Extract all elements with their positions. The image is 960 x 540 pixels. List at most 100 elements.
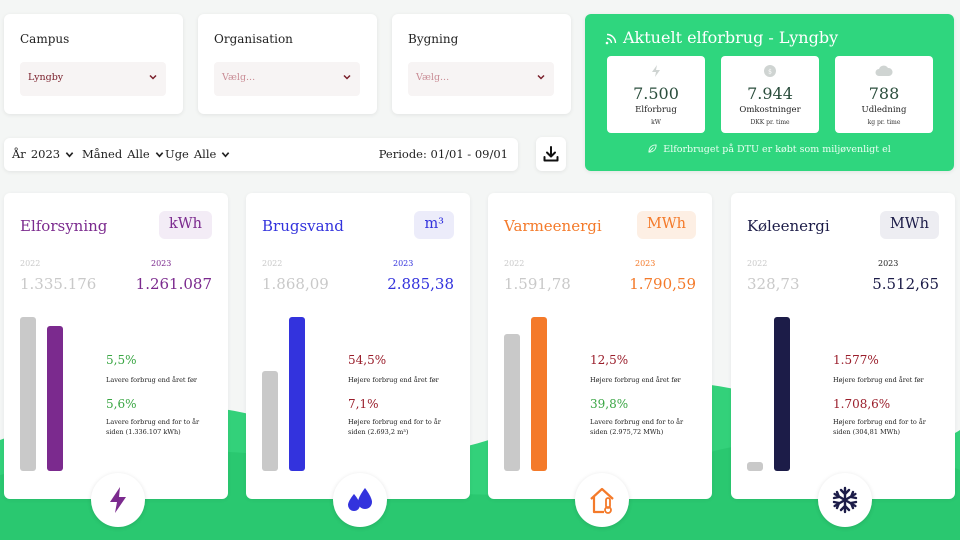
lightning-icon [652, 65, 660, 77]
live-card-omkostninger: $ 7.944 Omkostninger DKK pr. time [721, 56, 819, 133]
change-vs-two-years-text: Højere forbrug end for to år siden (2.69… [348, 418, 441, 436]
bar-current-year [289, 317, 305, 471]
card-title: Brugsvand [262, 217, 344, 235]
card-title: Køleenergi [747, 217, 830, 235]
live-label: Udledning [861, 105, 907, 115]
year-previous: 2022 [20, 259, 41, 268]
filter-bygning: Bygning Vælg... [392, 14, 571, 114]
change-vs-last-year: 54,5% [348, 353, 387, 367]
download-button[interactable] [536, 137, 566, 171]
change-vs-last-year: 12,5% [590, 353, 629, 367]
change-vs-last-year: 1.577% [833, 353, 879, 367]
energy-card-elforsyning: Elforsyning kWh 2022 2023 1.335.176 1.26… [4, 193, 228, 527]
bar-previous-year [504, 334, 520, 471]
unit-badge: MWh [636, 211, 696, 239]
live-card-udledning: 788 Udledning kg pr. time [835, 56, 933, 133]
organisation-select[interactable]: Vælg... [214, 62, 360, 96]
co2-cloud-icon [875, 65, 893, 76]
live-note-text: Elforbruget på DTU er købt som miljøvenl… [663, 144, 891, 155]
week-value: Alle [193, 147, 217, 161]
change-vs-last-year-text: Lavere forbrug end året før [106, 376, 198, 384]
chevron-down-icon [65, 151, 74, 158]
year-previous: 2022 [262, 259, 283, 268]
month-value: Alle [127, 147, 150, 161]
change-vs-two-years: 1.708,6% [833, 397, 891, 411]
change-vs-two-years: 7,1% [348, 397, 379, 411]
year-current: 2023 [151, 259, 172, 268]
value-current: 5.512,65 [872, 275, 939, 293]
year-previous: 2022 [747, 259, 768, 268]
period-bar: År 2023 Måned Alle Uge Alle Periode: 01/… [4, 138, 518, 171]
live-title: Aktuelt elforbrug - Lyngby [623, 28, 839, 47]
year-value: 2023 [30, 147, 61, 161]
chevron-down-icon [155, 151, 163, 158]
house-thermometer-icon [575, 473, 629, 527]
unit-badge: MWh [879, 211, 939, 239]
value-current: 2.885,38 [387, 275, 454, 293]
value-current: 1.261.087 [135, 275, 212, 293]
change-vs-two-years-text: Lavere forbrug end for to år siden (2.97… [590, 418, 684, 436]
select-value: Lyngby [28, 72, 64, 83]
bar-previous-year [262, 371, 278, 471]
wifi-signal-icon [605, 33, 617, 45]
live-value: 7.944 [747, 84, 793, 103]
chevron-down-icon [343, 74, 351, 80]
energy-card-koeleenergi: Køleenergi MWh 2022 2023 328,73 5.512,65… [731, 193, 955, 527]
bar-previous-year [20, 317, 36, 471]
svg-text:$: $ [768, 69, 772, 76]
value-previous: 1.335.176 [20, 275, 97, 293]
change-vs-two-years: 5,6% [106, 397, 137, 411]
live-note: Elforbruget på DTU er købt som miljøvenl… [585, 144, 954, 155]
bar-current-year [47, 326, 63, 471]
filter-label: Organisation [214, 32, 293, 46]
leaf-icon [648, 144, 657, 153]
live-value: 788 [868, 84, 900, 103]
live-label: Omkostninger [739, 105, 801, 115]
download-icon [543, 146, 559, 162]
live-unit: kg pr. time [867, 119, 901, 126]
value-previous: 1.591,78 [504, 275, 571, 293]
bar-current-year [531, 317, 547, 471]
filter-label: Campus [20, 32, 70, 46]
value-previous: 328,73 [747, 275, 800, 293]
year-dropdown[interactable]: År 2023 [12, 147, 74, 161]
card-title: Varmeenergi [504, 217, 602, 235]
year-current: 2023 [635, 259, 656, 268]
year-previous: 2022 [504, 259, 525, 268]
change-vs-last-year-text: Højere forbrug end året før [348, 376, 439, 384]
unit-badge: m³ [414, 211, 454, 239]
live-unit: DKK pr. time [750, 119, 790, 126]
chevron-down-icon [537, 74, 545, 80]
change-vs-last-year-text: Højere forbrug end året før [590, 376, 681, 384]
change-vs-last-year: 5,5% [106, 353, 137, 367]
change-vs-two-years: 39,8% [590, 397, 629, 411]
week-label: Uge [165, 147, 189, 161]
bygning-select[interactable]: Vælg... [408, 62, 554, 96]
period-range: Periode: 01/01 - 09/01 [378, 147, 508, 161]
live-label: Elforbrug [635, 105, 677, 115]
month-dropdown[interactable]: Måned Alle [82, 147, 164, 161]
value-previous: 1.868,09 [262, 275, 329, 293]
energy-card-brugsvand: Brugsvand m³ 2022 2023 1.868,09 2.885,38… [246, 193, 470, 527]
campus-select[interactable]: Lyngby [20, 62, 166, 96]
live-unit: kW [651, 119, 661, 126]
live-value: 7.500 [633, 84, 679, 103]
water-drops-icon [333, 473, 387, 527]
change-vs-two-years-text: Lavere forbrug end for to år siden (1.33… [106, 418, 200, 436]
week-dropdown[interactable]: Uge Alle [165, 147, 230, 161]
coins-icon: $ [764, 65, 776, 77]
bar-current-year [774, 317, 790, 471]
card-title: Elforsyning [20, 217, 108, 235]
live-consumption-panel: Aktuelt elforbrug - Lyngby 7.500 Elforbr… [585, 14, 954, 171]
change-vs-two-years-text: Højere forbrug end for to år siden (304,… [833, 418, 926, 436]
unit-badge: kWh [158, 211, 212, 239]
filter-label: Bygning [408, 32, 459, 46]
change-vs-last-year-text: Højere forbrug end året før [833, 376, 924, 384]
live-card-elforbrug: 7.500 Elforbrug kW [607, 56, 705, 133]
energy-card-varmeenergi: Varmeenergi MWh 2022 2023 1.591,78 1.790… [488, 193, 712, 527]
year-current: 2023 [393, 259, 414, 268]
select-placeholder: Vælg... [416, 72, 450, 83]
chevron-down-icon [149, 74, 157, 80]
select-placeholder: Vælg... [222, 72, 256, 83]
